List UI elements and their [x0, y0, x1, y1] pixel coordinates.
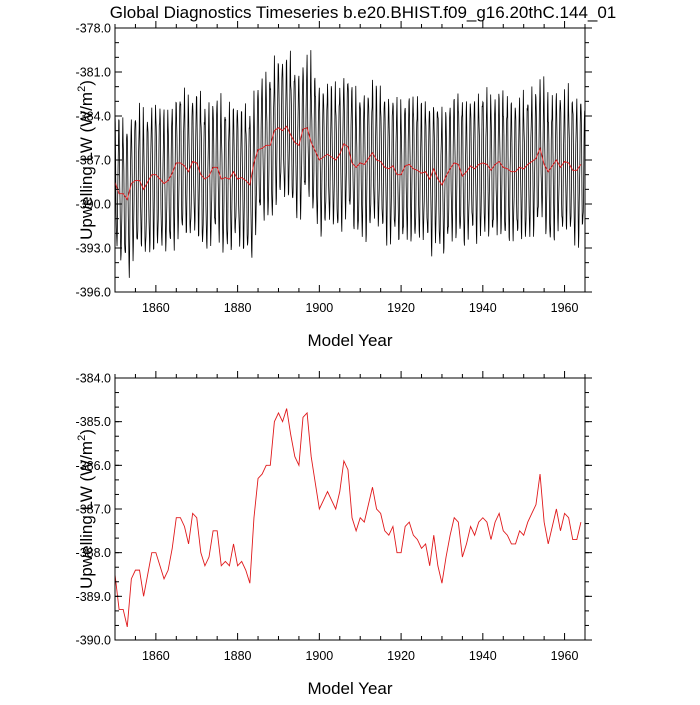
bottom-x-tick-label: 1880: [224, 649, 252, 663]
top-y-tick-label: -384.0: [76, 110, 111, 124]
top-y-tick-label: -387.0: [76, 154, 111, 168]
bottom-series-annual-line: [115, 408, 582, 628]
top-series-annual-line: [115, 125, 582, 201]
bottom-plot-frame: [114, 377, 586, 641]
top-x-tick-label: 1960: [551, 301, 579, 315]
top-y-axis-label-base: Upwelling LW (W/m: [77, 92, 96, 240]
bottom-y-tick-label: -387.0: [76, 503, 111, 517]
top-y-tick-label: -378.0: [76, 22, 111, 36]
top-y-tick-label: -396.0: [76, 286, 111, 300]
top-y-axis-label: Upwelling LW (W/m2): [76, 80, 96, 240]
top-x-tick-label: 1880: [224, 301, 252, 315]
bottom-y-axis-label: Upwelling LW (W/m2): [76, 429, 96, 589]
bottom-y-axis-label-base: Upwelling LW (W/m: [77, 441, 96, 589]
bottom-x-tick-label: 1860: [142, 649, 170, 663]
bottom-x-tick-label: 1920: [387, 649, 415, 663]
top-y-tick-label: -393.0: [76, 242, 111, 256]
bottom-x-axis-label: Model Year: [307, 679, 392, 698]
top-y-axis-label-end: ): [77, 80, 96, 86]
bottom-y-tick-label: -385.0: [76, 415, 111, 429]
top-x-tick-label: 1940: [469, 301, 497, 315]
top-x-axis-label: Model Year: [307, 331, 392, 350]
bottom-y-tick-label: -388.0: [76, 546, 111, 560]
bottom-x-tick-label: 1960: [551, 649, 579, 663]
bottom-plot: 1860 1880 1900 1920 1940 1960 -384.0 -385.0 -386…: [76, 371, 592, 698]
bottom-y-tick-label: -384.0: [76, 372, 111, 386]
bottom-y-tick-label: -389.0: [76, 590, 111, 604]
chart-title: Global Diagnostics Timeseries b.e20.BHIS…: [110, 3, 617, 22]
top-y-tick-label: -390.0: [76, 198, 111, 212]
top-x-tick-label: 1900: [305, 301, 333, 315]
top-y-tick-label: -381.0: [76, 66, 111, 80]
bottom-y-tick-label: -386.0: [76, 459, 111, 473]
top-plot: 1860 1880 1900 1920 1940 1960 -378.0 -381.0 -384…: [76, 21, 592, 350]
top-x-tick-label: 1860: [142, 301, 170, 315]
bottom-x-tick-label: 1940: [469, 649, 497, 663]
top-series-monthly-line: [115, 50, 585, 278]
top-y-axis-label-sup: 2: [76, 86, 88, 92]
bottom-y-axis-label-sup: 2: [76, 435, 88, 441]
bottom-x-tick-label: 1900: [305, 649, 333, 663]
bottom-y-tick-label: -390.0: [76, 634, 111, 648]
top-x-tick-label: 1920: [387, 301, 415, 315]
bottom-y-axis-label-end: ): [77, 429, 96, 435]
